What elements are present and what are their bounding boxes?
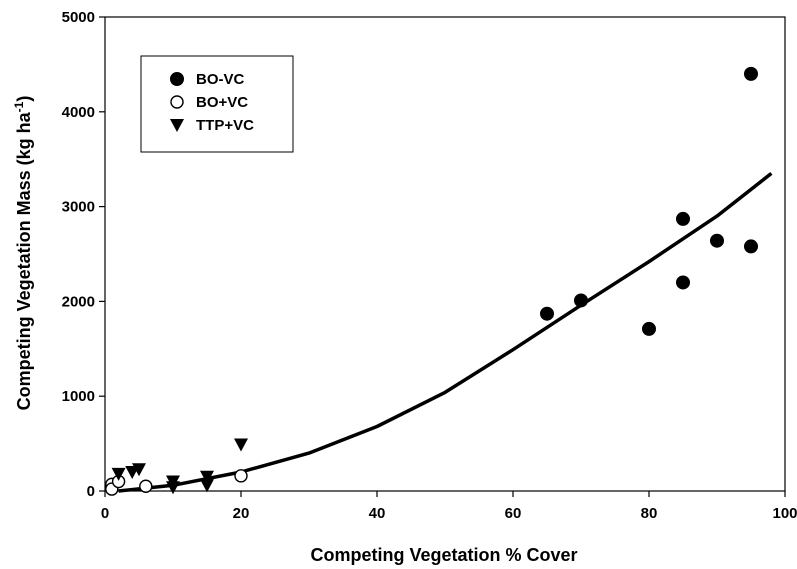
point-ttp-vc bbox=[200, 479, 214, 493]
y-tick-label: 3000 bbox=[62, 199, 95, 216]
x-tick-label: 80 bbox=[641, 505, 658, 522]
y-tick-label: 4000 bbox=[62, 104, 95, 121]
legend-label-bo-vc: BO+VC bbox=[196, 94, 248, 111]
x-tick-label: 40 bbox=[369, 505, 386, 522]
point-ttp-vc bbox=[200, 470, 214, 484]
point-ttp-vc bbox=[111, 467, 126, 481]
point-bo-vc bbox=[676, 275, 690, 290]
y-axis-label-main: Competing Vegetation Mass (kg ha bbox=[14, 111, 34, 410]
tick-marks bbox=[99, 16, 786, 497]
fit-curve-group bbox=[118, 172, 773, 493]
legend: BO-VC BO+VC TTP+VC bbox=[140, 55, 294, 153]
point-bo-vc bbox=[234, 469, 248, 483]
point-bo-vc bbox=[744, 66, 758, 81]
legend-marker-ttp-vc bbox=[170, 119, 184, 132]
legend-marker-bo-vc bbox=[170, 95, 184, 109]
point-bo-vc bbox=[642, 321, 656, 336]
y-axis-label-superscript: -1 bbox=[12, 101, 26, 112]
legend-label-ttp-vc: TTP+VC bbox=[196, 117, 254, 134]
axes bbox=[104, 16, 786, 492]
fit-curve bbox=[118, 172, 773, 493]
y-tick-label: 1000 bbox=[62, 388, 95, 405]
point-bo-vc bbox=[574, 293, 588, 308]
point-bo-vc bbox=[710, 233, 724, 248]
legend-box bbox=[140, 55, 294, 153]
legend-marker-bo-vc bbox=[170, 72, 184, 86]
point-bo-vc bbox=[540, 306, 554, 321]
point-bo-vc bbox=[744, 239, 758, 254]
data-points bbox=[105, 66, 758, 496]
point-ttp-vc bbox=[132, 463, 146, 477]
x-tick-label: 100 bbox=[772, 505, 797, 522]
point-bo-vc bbox=[139, 479, 153, 493]
plot-frame bbox=[104, 16, 786, 492]
y-tick-label: 2000 bbox=[62, 293, 95, 310]
y-axis-label: Competing Vegetation Mass (kg ha-1) bbox=[12, 96, 34, 411]
x-tick-label: 0 bbox=[101, 505, 109, 522]
point-ttp-vc bbox=[166, 481, 180, 495]
y-tick-label: 5000 bbox=[62, 9, 95, 26]
x-tick-label: 20 bbox=[233, 505, 250, 522]
point-ttp-vc bbox=[234, 438, 248, 452]
x-tick-label: 60 bbox=[505, 505, 522, 522]
y-tick-label: 0 bbox=[87, 483, 95, 500]
y-axis-label-close: ) bbox=[14, 96, 34, 102]
x-axis-label: Competing Vegetation % Cover bbox=[310, 545, 577, 565]
point-bo-vc bbox=[676, 211, 690, 226]
legend-label-bo-vc: BO-VC bbox=[196, 71, 245, 88]
